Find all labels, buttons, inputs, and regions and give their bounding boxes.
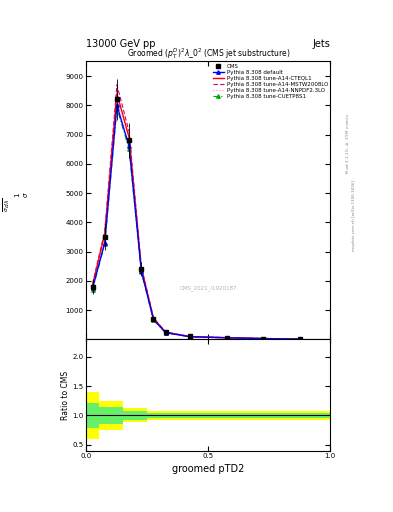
Text: Rivet 3.1.10, $\geq$ 2.9M events: Rivet 3.1.10, $\geq$ 2.9M events	[344, 113, 351, 174]
Text: $\frac{1}{\sigma}\frac{dN}{d\lambda}$: $\frac{1}{\sigma}\frac{dN}{d\lambda}$	[0, 197, 12, 212]
Title: Groomed $(p_T^D)^2\lambda\_0^2$ (CMS jet substructure): Groomed $(p_T^D)^2\lambda\_0^2$ (CMS jet…	[127, 47, 290, 61]
Text: mcplots.cern.ch [arXiv:1306.3436]: mcplots.cern.ch [arXiv:1306.3436]	[352, 180, 356, 250]
X-axis label: groomed pTD2: groomed pTD2	[172, 463, 244, 474]
Text: $\sigma$: $\sigma$	[22, 191, 29, 198]
Y-axis label: Ratio to CMS: Ratio to CMS	[61, 370, 70, 419]
Text: Jets: Jets	[312, 38, 330, 49]
Legend: CMS, Pythia 8.308 default, Pythia 8.308 tune-A14-CTEQL1, Pythia 8.308 tune-A14-M: CMS, Pythia 8.308 default, Pythia 8.308 …	[211, 62, 329, 100]
Text: 1: 1	[15, 193, 21, 197]
Text: 13000 GeV pp: 13000 GeV pp	[86, 38, 156, 49]
Text: CMS_2021_I1920187: CMS_2021_I1920187	[180, 285, 237, 291]
